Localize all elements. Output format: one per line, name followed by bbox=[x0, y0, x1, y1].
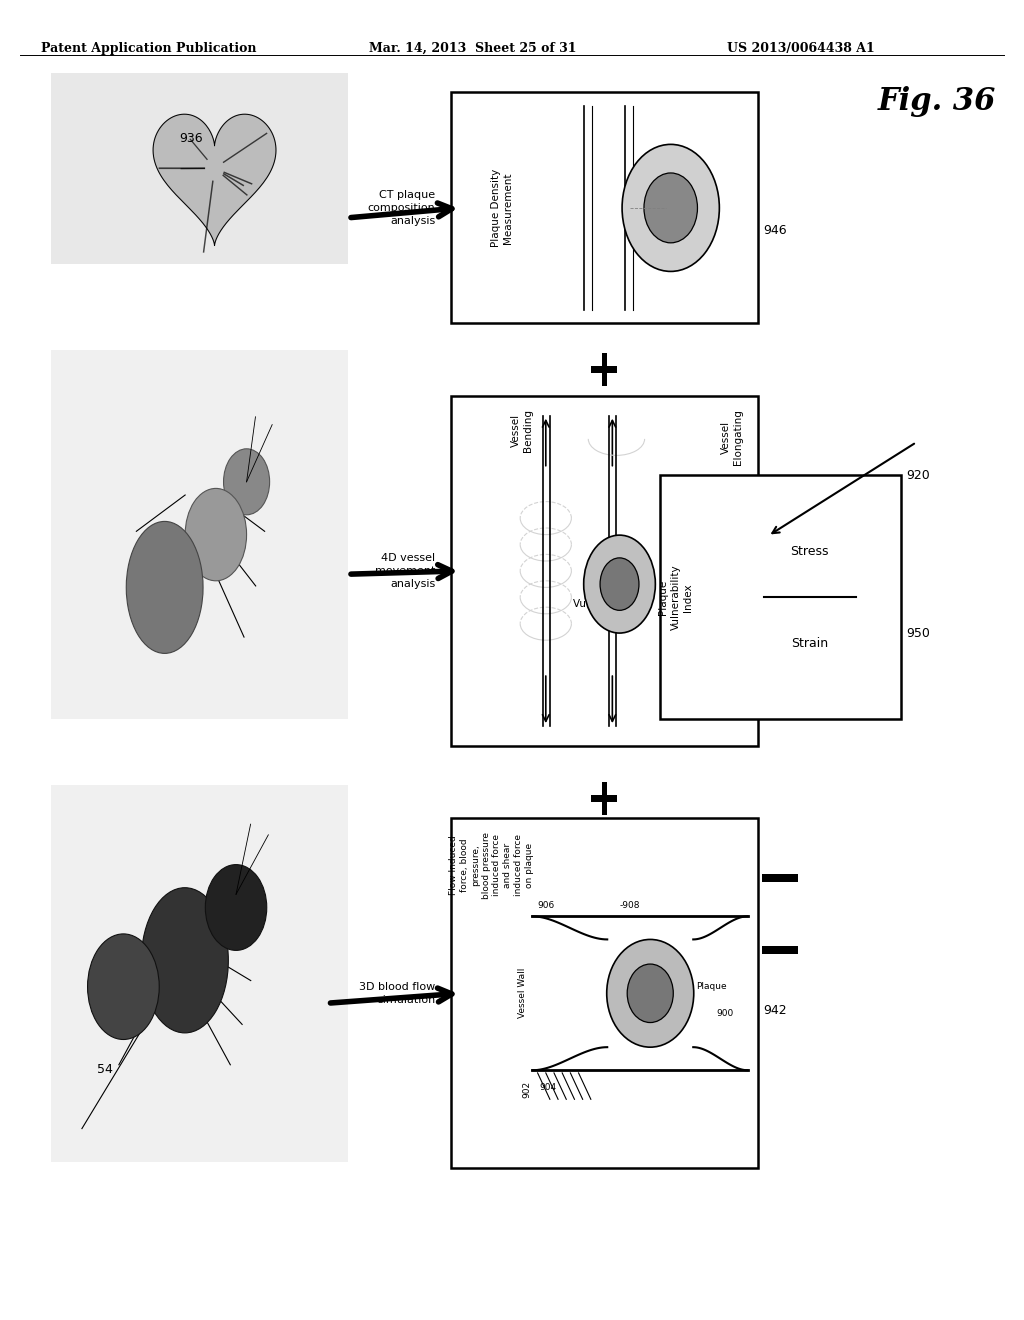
Text: 934: 934 bbox=[179, 561, 203, 574]
Ellipse shape bbox=[623, 144, 719, 272]
Text: 3D blood flow
simulation: 3D blood flow simulation bbox=[359, 982, 435, 1005]
Ellipse shape bbox=[126, 521, 203, 653]
Bar bbox=[592, 366, 616, 372]
Text: 902: 902 bbox=[523, 1081, 531, 1098]
Bar bbox=[592, 795, 616, 801]
Ellipse shape bbox=[223, 449, 269, 515]
Text: Plaque: Plaque bbox=[696, 982, 727, 991]
Polygon shape bbox=[154, 115, 275, 246]
Text: 54: 54 bbox=[97, 1063, 114, 1076]
Bar bbox=[451, 818, 758, 1168]
Ellipse shape bbox=[87, 935, 160, 1040]
Ellipse shape bbox=[627, 964, 674, 1023]
Bar bbox=[451, 92, 758, 323]
Text: US 2013/0064438 A1: US 2013/0064438 A1 bbox=[727, 42, 874, 55]
Text: Stress: Stress bbox=[791, 545, 828, 557]
Bar bbox=[762, 874, 799, 882]
Text: Vessel Wall: Vessel Wall bbox=[518, 968, 527, 1019]
Text: Vessel Torsion: Vessel Torsion bbox=[737, 535, 748, 607]
Ellipse shape bbox=[606, 940, 694, 1047]
Text: Flow Induced
force, blood
pressure,
blood pressure
induced force
and shear
induc: Flow Induced force, blood pressure, bloo… bbox=[450, 832, 534, 899]
Text: Plaque
Vulnerability =: Plaque Vulnerability = bbox=[572, 586, 650, 609]
Bar bbox=[451, 396, 758, 746]
Bar bbox=[660, 475, 901, 719]
Text: Vessel
Bending: Vessel Bending bbox=[511, 409, 534, 453]
Ellipse shape bbox=[141, 888, 228, 1034]
Text: -908: -908 bbox=[620, 900, 640, 909]
Text: Patent Application Publication: Patent Application Publication bbox=[41, 42, 256, 55]
Text: 946: 946 bbox=[763, 224, 786, 238]
Ellipse shape bbox=[584, 535, 655, 634]
Text: 936: 936 bbox=[179, 132, 203, 145]
Bar bbox=[51, 73, 348, 264]
Text: 932: 932 bbox=[97, 977, 121, 990]
Bar bbox=[602, 354, 606, 385]
Text: Fig. 36: Fig. 36 bbox=[878, 86, 996, 116]
Ellipse shape bbox=[205, 865, 266, 950]
Ellipse shape bbox=[644, 173, 697, 243]
Bar bbox=[51, 785, 348, 1162]
Text: Vessel
Elongating: Vessel Elongating bbox=[721, 409, 743, 465]
Text: Mar. 14, 2013  Sheet 25 of 31: Mar. 14, 2013 Sheet 25 of 31 bbox=[369, 42, 577, 55]
Text: 906: 906 bbox=[538, 900, 555, 909]
Text: 942: 942 bbox=[763, 1005, 786, 1018]
Bar bbox=[51, 350, 348, 719]
Text: 904: 904 bbox=[540, 1084, 556, 1093]
Text: CT plaque
composition
analysis: CT plaque composition analysis bbox=[368, 190, 435, 226]
Text: 900: 900 bbox=[717, 1008, 734, 1018]
Bar bbox=[762, 946, 799, 954]
Ellipse shape bbox=[185, 488, 247, 581]
Ellipse shape bbox=[600, 558, 639, 610]
Text: 920: 920 bbox=[906, 469, 930, 482]
Text: Plaque
Vulnerability
Index: Plaque Vulnerability Index bbox=[658, 565, 693, 630]
Text: 4D vessel
movement
analysis: 4D vessel movement analysis bbox=[375, 553, 435, 589]
Bar bbox=[602, 781, 606, 814]
Text: 950: 950 bbox=[906, 627, 930, 640]
Text: Strain: Strain bbox=[792, 638, 828, 649]
Text: 944: 944 bbox=[763, 546, 786, 560]
Text: Plaque Density
Measurement: Plaque Density Measurement bbox=[490, 169, 513, 247]
